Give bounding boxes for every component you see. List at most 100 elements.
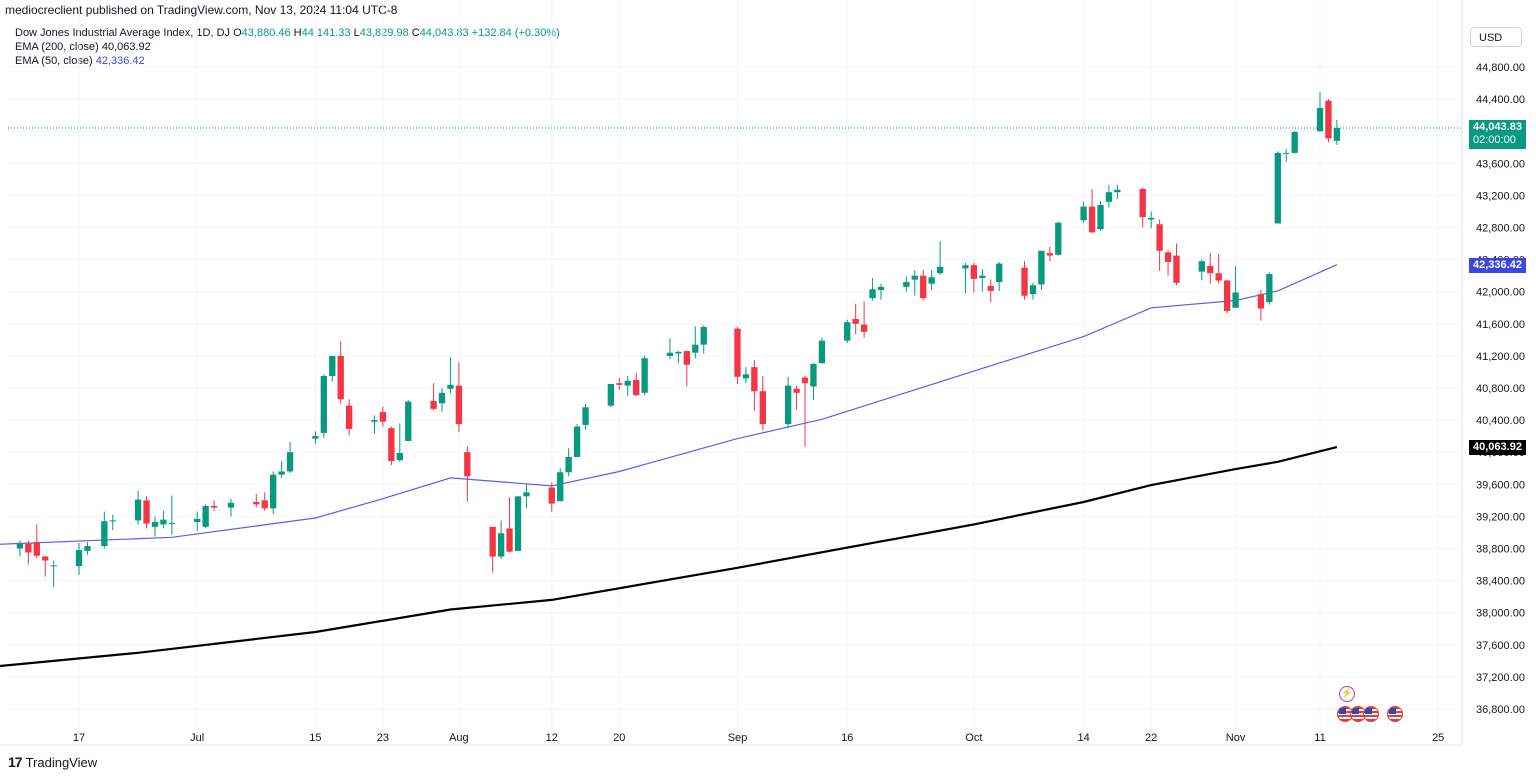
candle-body: [852, 318, 859, 324]
candle-body: [607, 383, 615, 406]
candle-body: [742, 374, 750, 379]
bearish-candle: [852, 303, 859, 335]
bearish-candle: [801, 375, 809, 447]
bullish-candle: [1080, 201, 1087, 223]
bullish-candle: [928, 270, 935, 291]
date-tick-label: Sep: [728, 732, 748, 744]
ema50-line: [0, 264, 1338, 545]
candle-body: [1080, 206, 1087, 221]
date-tick-label: 22: [1145, 732, 1157, 744]
candle-body: [1325, 100, 1332, 139]
us-flag-event-icon[interactable]: [1350, 706, 1366, 722]
price-tick-label: 42,800.00: [1476, 223, 1525, 235]
date-tick-label: Oct: [965, 732, 982, 744]
bearish-candle: [920, 270, 927, 301]
ohlc-row[interactable]: Dow Jones Industrial Average Index, 1D, …: [15, 26, 560, 40]
open-value: 43,880.46: [241, 27, 291, 39]
candle-body: [700, 327, 707, 345]
price-tick-label: 43,600.00: [1476, 158, 1525, 170]
candle-body: [261, 500, 268, 509]
candle-body: [151, 522, 159, 527]
candle-body: [278, 471, 285, 475]
bearish-candle: [506, 497, 513, 553]
bearish-candle: [210, 500, 218, 511]
bullish-candle: [101, 511, 108, 549]
bearish-candle: [633, 372, 640, 397]
bearish-candle: [1325, 99, 1332, 143]
bearish-candle: [337, 341, 344, 405]
lightning-event-icon[interactable]: ⚡: [1339, 686, 1355, 702]
candle-body: [1316, 107, 1324, 132]
candle-body: [396, 453, 403, 461]
candle-body: [1173, 255, 1180, 283]
candle-body: [109, 520, 116, 522]
bullish-candle: [565, 448, 572, 477]
candle-body: [616, 383, 623, 385]
candle-body: [920, 275, 927, 299]
candle-body: [641, 358, 648, 393]
price-tick-label: 38,000.00: [1476, 608, 1525, 620]
bearish-candle: [548, 482, 555, 512]
candle-body: [633, 379, 640, 396]
bullish-candle: [278, 461, 285, 478]
candle-body: [936, 266, 944, 274]
price-tick-label: 38,800.00: [1476, 544, 1525, 556]
candle-body: [1088, 206, 1096, 233]
high-label: H: [293, 27, 302, 39]
bullish-candle: [844, 319, 851, 344]
symbol-name[interactable]: Dow Jones Industrial Average Index, 1D, …: [15, 27, 231, 39]
candle-body: [751, 367, 758, 392]
date-tick-label: Aug: [449, 732, 469, 744]
candle-body: [1333, 127, 1341, 141]
candle-body: [388, 428, 395, 462]
candle-body: [1198, 261, 1205, 272]
candle-body: [1223, 280, 1231, 311]
candle-body: [438, 392, 446, 404]
date-tick-label: 16: [841, 732, 853, 744]
price-tick-label: 41,200.00: [1476, 351, 1525, 363]
bearish-candle: [42, 555, 49, 577]
ema50-legend-row[interactable]: EMA (50, close) 42,336.42: [15, 54, 560, 68]
bearish-candle: [25, 540, 32, 565]
bullish-candle: [1105, 184, 1113, 208]
us-flag-event-icon[interactable]: [1387, 706, 1403, 722]
candle-body: [1207, 266, 1214, 274]
bullish-candle: [227, 498, 235, 517]
date-tick-label: 20: [613, 732, 625, 744]
date-tick-label: 12: [546, 732, 558, 744]
bearish-candle: [430, 383, 437, 411]
bearish-candle: [793, 385, 800, 410]
date-tick-label: Nov: [1226, 732, 1246, 744]
candle-body: [286, 452, 294, 472]
ema50-price-tag: 42,336.42: [1469, 257, 1526, 273]
candle-body: [1257, 294, 1265, 309]
candle-body: [582, 407, 589, 425]
currency-selector[interactable]: USD: [1470, 27, 1522, 47]
candle-body: [1105, 192, 1113, 202]
bullish-candle: [1147, 211, 1155, 229]
candle-body: [979, 275, 986, 279]
candle-body: [928, 277, 935, 284]
bullish-candle: [371, 415, 378, 434]
candle-body: [312, 436, 319, 439]
bullish-candle: [438, 388, 446, 413]
price-tick-label: 40,400.00: [1476, 415, 1525, 427]
candle-body: [1291, 132, 1298, 153]
candle-body: [911, 275, 918, 280]
candle-body: [371, 420, 378, 422]
ema200-label: EMA (200, close): [15, 41, 99, 53]
bearish-candle: [379, 406, 387, 427]
candle-body: [345, 405, 353, 429]
bullish-candle: [270, 471, 277, 514]
bullish-candle: [1283, 148, 1290, 162]
bullish-candle: [557, 468, 564, 502]
ema200-legend-row[interactable]: EMA (200, close) 40,063.92: [15, 40, 560, 54]
bearish-candle: [970, 262, 978, 293]
price-tick-label: 39,200.00: [1476, 511, 1525, 523]
candle-body: [1114, 189, 1121, 193]
us-flag-event-icon[interactable]: [1363, 706, 1379, 722]
bearish-candle: [455, 362, 463, 433]
footer-branding[interactable]: 17 TradingView: [8, 754, 97, 770]
candle-body: [1156, 224, 1163, 251]
